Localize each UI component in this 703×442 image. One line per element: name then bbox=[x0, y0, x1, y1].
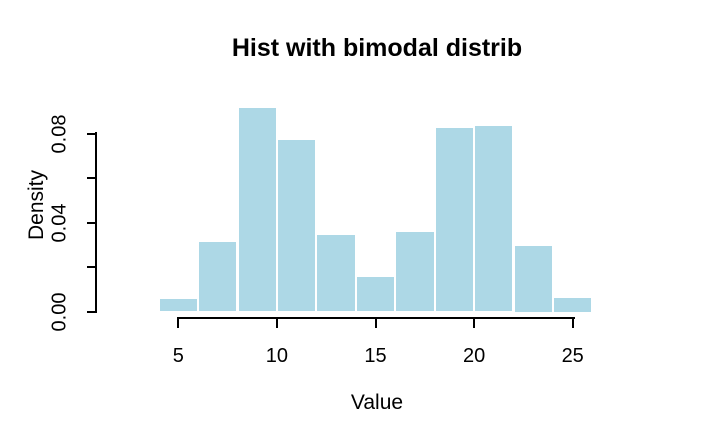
x-tick-label: 5 bbox=[172, 345, 184, 367]
histogram-bar bbox=[553, 297, 593, 313]
histogram-bar bbox=[395, 231, 435, 313]
histogram-bar bbox=[276, 139, 317, 313]
y-tick-label: 0.08 bbox=[48, 114, 71, 153]
y-tick bbox=[87, 132, 96, 135]
x-tick bbox=[374, 319, 377, 328]
histogram-bar bbox=[474, 124, 514, 313]
chart-title: Hist with bimodal distrib bbox=[231, 34, 523, 62]
y-axis-label: Density bbox=[25, 169, 48, 241]
histogram-bar bbox=[355, 275, 396, 313]
x-axis-line bbox=[177, 317, 575, 319]
x-tick-label: 20 bbox=[462, 345, 486, 367]
x-tick bbox=[177, 319, 180, 328]
y-tick bbox=[87, 310, 96, 313]
histogram-bar bbox=[158, 298, 198, 313]
y-tick bbox=[87, 266, 96, 268]
x-tick-label: 15 bbox=[364, 345, 387, 367]
y-tick-label: 0.00 bbox=[48, 292, 71, 331]
histogram-bar bbox=[198, 241, 238, 313]
x-tick-label: 10 bbox=[265, 345, 289, 367]
x-tick bbox=[473, 319, 476, 328]
histogram-bar bbox=[434, 126, 475, 313]
y-tick bbox=[87, 221, 96, 224]
y-axis-line bbox=[95, 132, 97, 313]
x-axis-label: Value bbox=[350, 391, 404, 414]
y-tick-label: 0.04 bbox=[48, 203, 71, 242]
histogram-bar bbox=[237, 106, 277, 313]
x-tick bbox=[275, 319, 278, 328]
y-tick bbox=[87, 177, 96, 179]
x-tick-label: 25 bbox=[561, 345, 584, 367]
histogram-bar bbox=[513, 244, 553, 313]
histogram-bar bbox=[316, 233, 356, 313]
x-tick bbox=[571, 319, 574, 328]
